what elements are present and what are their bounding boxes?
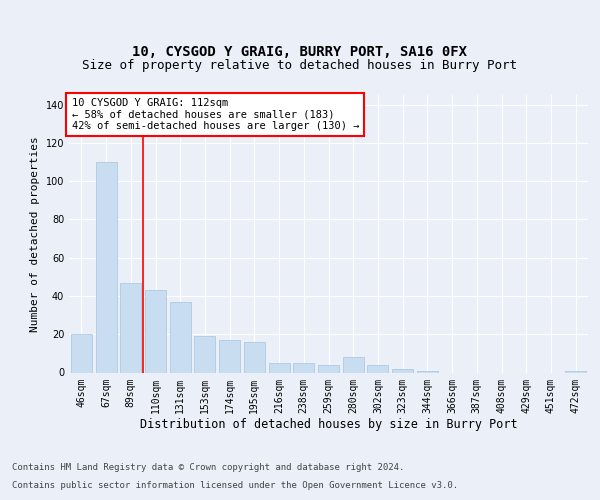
Text: Contains HM Land Registry data © Crown copyright and database right 2024.: Contains HM Land Registry data © Crown c… [12, 464, 404, 472]
Bar [269, 363, 290, 372]
Bar [71, 334, 92, 372]
Bar [219, 340, 240, 372]
Text: 10 CYSGOD Y GRAIG: 112sqm
← 58% of detached houses are smaller (183)
42% of semi: 10 CYSGOD Y GRAIG: 112sqm ← 58% of detac… [71, 98, 359, 131]
Bar [194, 336, 215, 372]
Bar [565, 370, 586, 372]
Bar [318, 365, 339, 372]
X-axis label: Distribution of detached houses by size in Burry Port: Distribution of detached houses by size … [140, 418, 517, 431]
Y-axis label: Number of detached properties: Number of detached properties [30, 136, 40, 332]
Bar [170, 302, 191, 372]
Bar [145, 290, 166, 372]
Bar [343, 357, 364, 372]
Bar [367, 365, 388, 372]
Bar [95, 162, 116, 372]
Bar [417, 370, 438, 372]
Text: Contains public sector information licensed under the Open Government Licence v3: Contains public sector information licen… [12, 481, 458, 490]
Text: Size of property relative to detached houses in Burry Port: Size of property relative to detached ho… [83, 60, 517, 72]
Bar [293, 363, 314, 372]
Text: 10, CYSGOD Y GRAIG, BURRY PORT, SA16 0FX: 10, CYSGOD Y GRAIG, BURRY PORT, SA16 0FX [133, 46, 467, 60]
Bar [244, 342, 265, 372]
Bar [120, 282, 141, 372]
Bar [392, 368, 413, 372]
